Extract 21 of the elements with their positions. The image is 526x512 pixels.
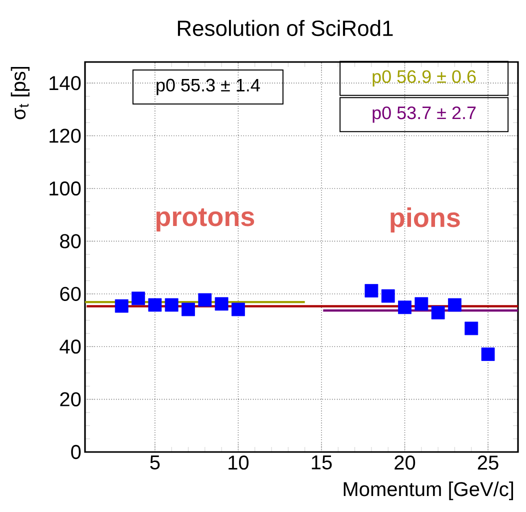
x-axis-title: Momentum [GeV/c] <box>344 482 514 500</box>
annotation: p0 55.3 ± 1.4 <box>156 78 260 96</box>
annotation: p0 53.7 ± 2.7 <box>372 106 476 123</box>
x-tick-label: 5 <box>150 456 160 470</box>
x-tick-label: 20 <box>394 456 416 470</box>
y-axis-title: σ$_{t}$ [ps] <box>10 66 30 120</box>
y-tick-label: 120 <box>50 128 81 143</box>
y-tick-label: 0 <box>71 444 81 460</box>
chart-title: Resolution of SciRod1 <box>178 20 393 36</box>
annotation: pions <box>390 207 460 233</box>
y-tick-label: 100 <box>50 181 81 196</box>
x-tick-label: 15 <box>312 456 332 470</box>
y-tick-label: 80 <box>60 234 81 248</box>
annotation: protons <box>156 208 254 232</box>
annotation: p0 56.9 ± 0.6 <box>372 70 476 87</box>
y-tick-label: 60 <box>60 286 81 301</box>
y-tick-label: 20 <box>60 392 81 406</box>
x-tick-label: 25 <box>478 456 498 470</box>
y-tick-label: 140 <box>50 76 81 90</box>
y-tick-label: 40 <box>60 340 81 354</box>
x-tick-label: 10 <box>228 456 249 470</box>
